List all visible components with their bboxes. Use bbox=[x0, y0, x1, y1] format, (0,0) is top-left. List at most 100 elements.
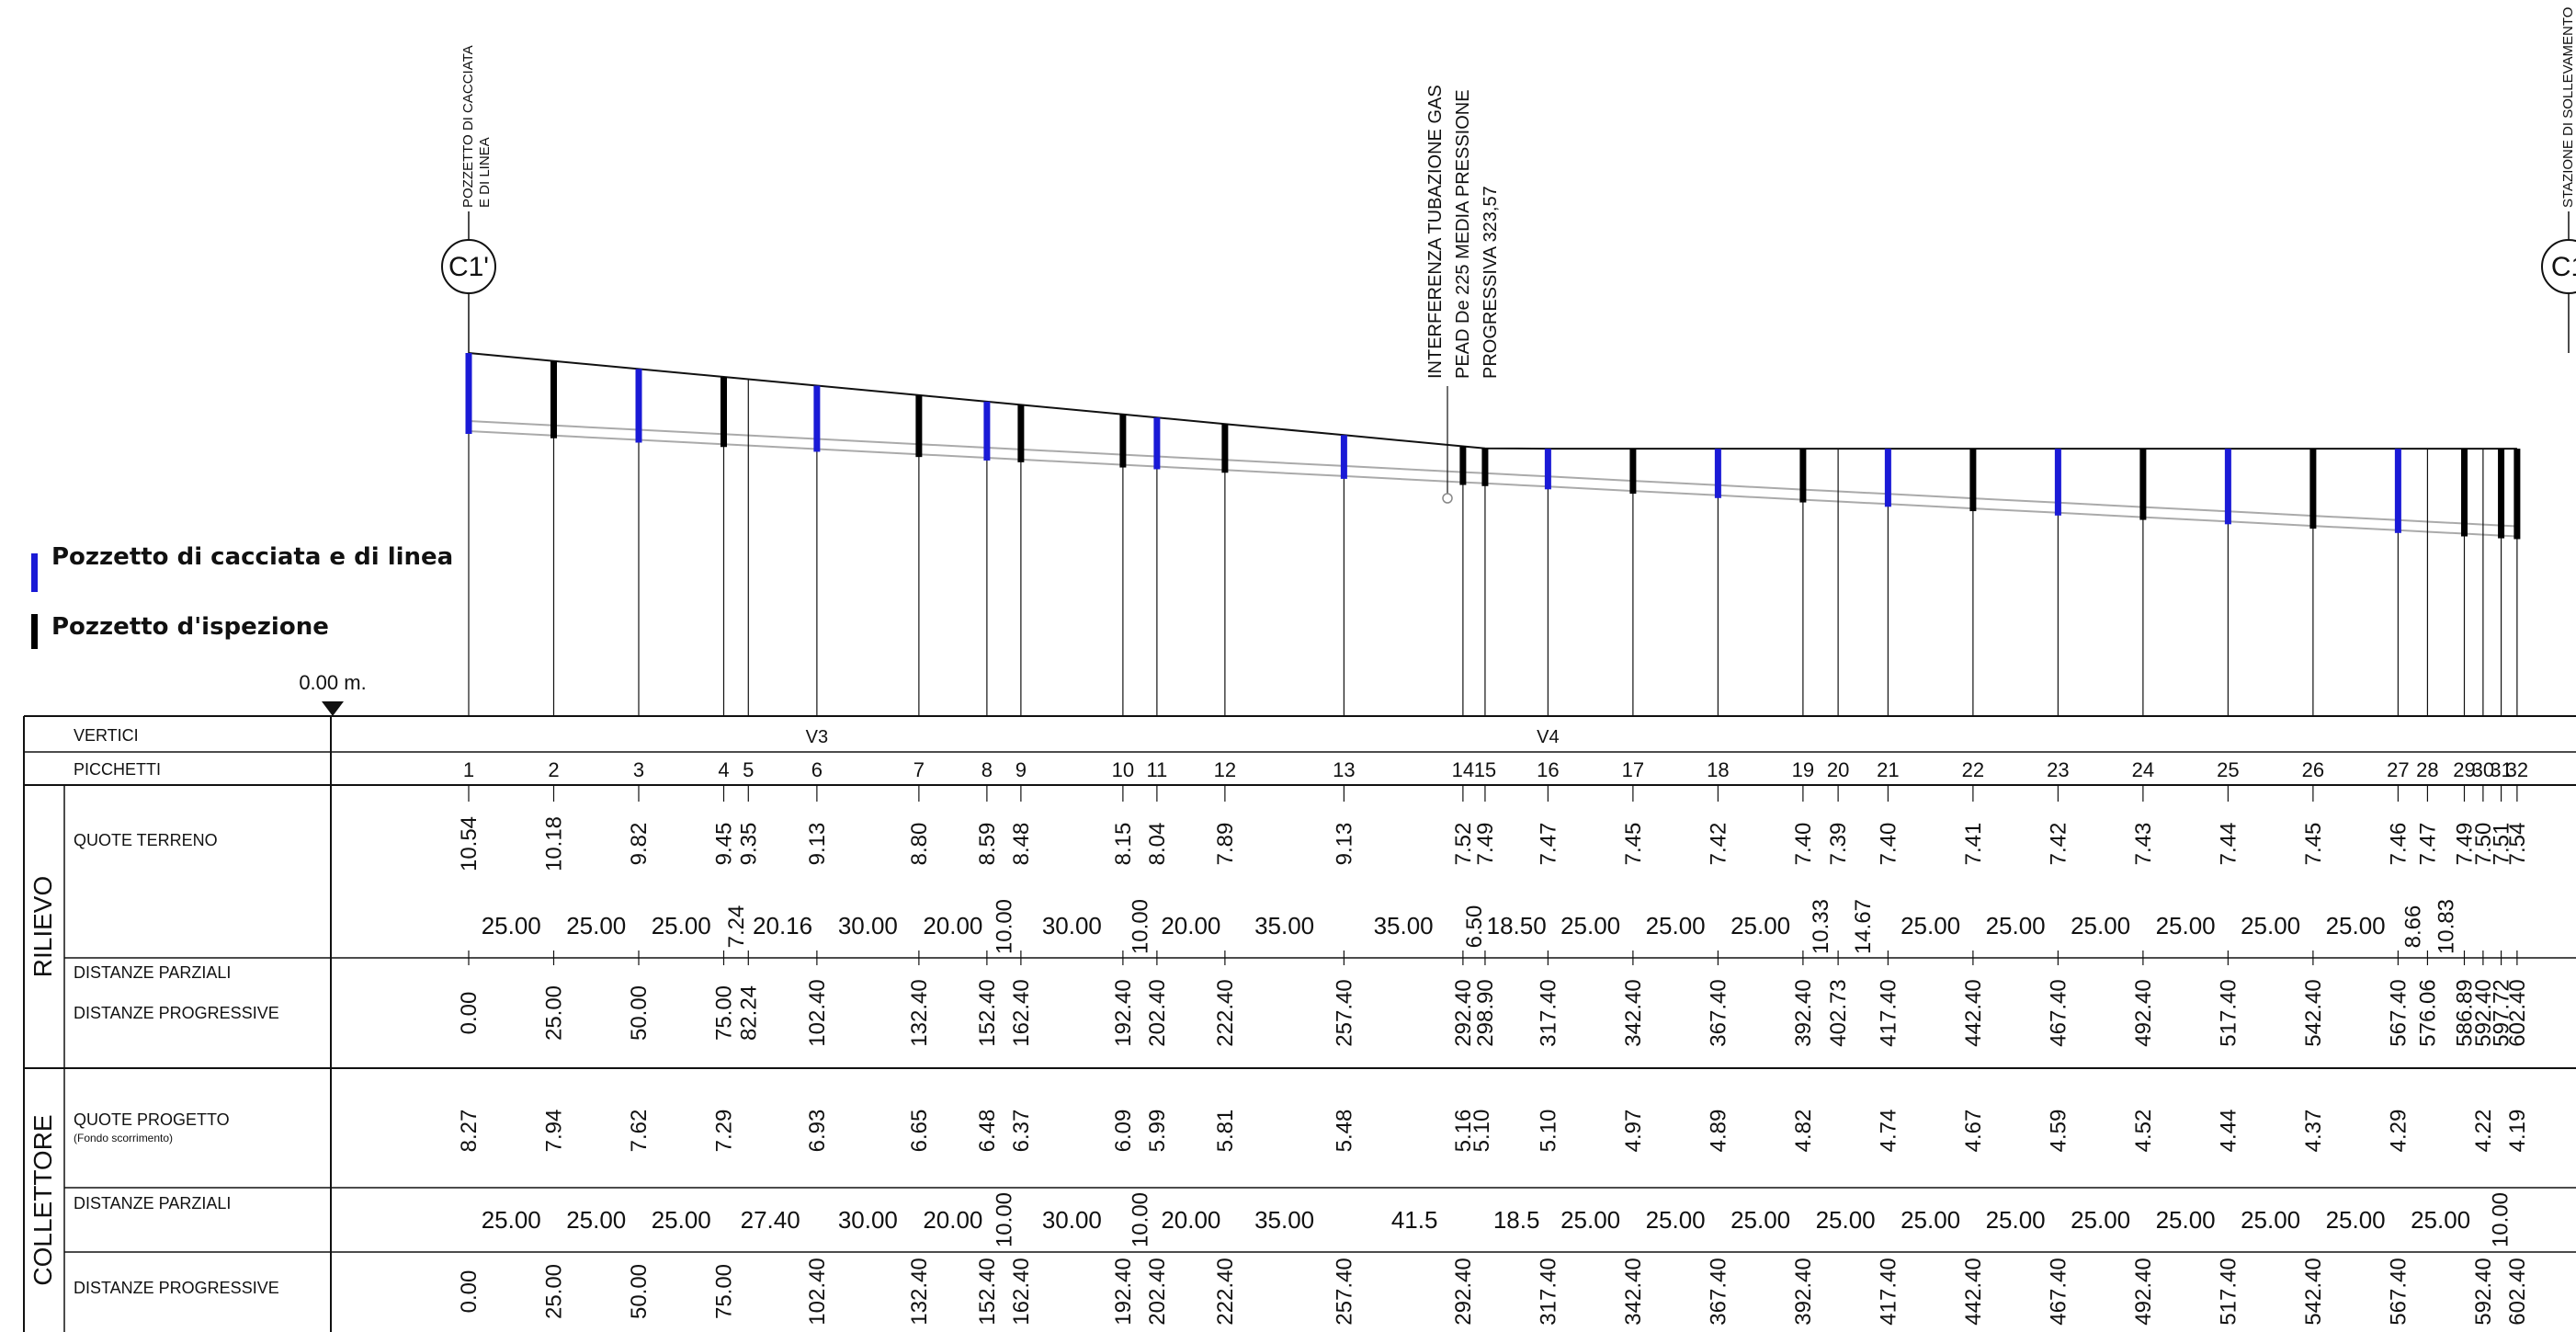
marker-label: C1 bbox=[2551, 252, 2576, 282]
picchetto-label: 20 bbox=[1827, 758, 1849, 781]
quota-progetto-value: 4.44 bbox=[2216, 1110, 2241, 1153]
quota-terreno-value: 7.44 bbox=[2216, 823, 2241, 866]
progressiva-rilievo-value: 567.40 bbox=[2386, 979, 2411, 1046]
datum-label: 0.00 m. bbox=[299, 671, 366, 694]
parziale-collettore-value: 20.00 bbox=[1161, 1206, 1220, 1234]
manhole-ispezione-icon bbox=[550, 360, 557, 438]
manhole-ispezione-icon bbox=[1119, 414, 1127, 468]
parziale-rilievo-value: 25.00 bbox=[2071, 912, 2130, 939]
parziale-rilievo-value: 20.16 bbox=[753, 912, 812, 939]
manhole-cacciata-icon bbox=[1340, 435, 1347, 479]
quota-progetto-value: 5.16 bbox=[1451, 1110, 1476, 1153]
progressiva-rilievo-value: 317.40 bbox=[1536, 979, 1560, 1046]
quota-terreno-value: 7.43 bbox=[2131, 823, 2156, 866]
parziale-collettore-value: 25.00 bbox=[1731, 1206, 1790, 1234]
parziale-rilievo-value: 25.00 bbox=[1731, 912, 1790, 939]
parziale-rilievo-value: 10.33 bbox=[1809, 899, 1833, 954]
quota-progetto-value: 6.37 bbox=[1009, 1110, 1034, 1153]
progressiva-collettore-value: 132.40 bbox=[907, 1258, 932, 1325]
parziale-collettore-value: 25.00 bbox=[2071, 1206, 2130, 1234]
row-label-distanze-parziali: DISTANZE PARZIALI bbox=[74, 963, 231, 982]
quota-terreno-value: 8.59 bbox=[975, 823, 1000, 866]
parziale-rilievo-value: 25.00 bbox=[1986, 912, 2046, 939]
quota-terreno-value: 7.46 bbox=[2386, 823, 2411, 866]
picchetto-label: 19 bbox=[1792, 758, 1814, 781]
blue-manhole-swatch-icon bbox=[31, 553, 38, 592]
quota-progetto-value: 7.94 bbox=[542, 1110, 567, 1153]
parziale-collettore-value: 27.40 bbox=[741, 1206, 800, 1234]
progressiva-rilievo-value: 102.40 bbox=[805, 979, 830, 1046]
picchetto-label: 23 bbox=[2047, 758, 2069, 781]
quota-terreno-value: 9.13 bbox=[1332, 823, 1356, 866]
parziale-collettore-value: 30.00 bbox=[838, 1206, 898, 1234]
progressiva-collettore-value: 257.40 bbox=[1332, 1258, 1356, 1325]
quota-progetto-value: 4.67 bbox=[1961, 1110, 1986, 1153]
manhole-ispezione-icon bbox=[1017, 404, 1025, 462]
datum-triangle-icon bbox=[322, 701, 344, 716]
manhole-ispezione-icon bbox=[2139, 449, 2147, 520]
quota-terreno-value: 7.52 bbox=[1451, 823, 1476, 866]
progressiva-collettore-value: 75.00 bbox=[712, 1264, 737, 1319]
marker-note-text: POZZETTO DI CACCIATA bbox=[460, 45, 476, 208]
marker-note-text: E DI LINEA bbox=[477, 137, 493, 208]
progressiva-collettore-value: 102.40 bbox=[805, 1258, 830, 1325]
quota-progetto-value: 4.59 bbox=[2046, 1110, 2071, 1153]
progressiva-rilievo-value: 586.89 bbox=[2452, 979, 2477, 1046]
quota-terreno-value: 7.89 bbox=[1213, 823, 1238, 866]
quota-progetto-value: 5.10 bbox=[1470, 1110, 1494, 1153]
picchetto-label: 3 bbox=[633, 758, 644, 781]
vertice-label: V4 bbox=[1537, 727, 1559, 747]
parziale-rilievo-value: 35.00 bbox=[1374, 912, 1434, 939]
progressiva-collettore-value: 392.40 bbox=[1791, 1258, 1816, 1325]
progressiva-rilievo-value: 25.00 bbox=[542, 985, 567, 1041]
quota-terreno-value: 7.42 bbox=[1706, 823, 1731, 866]
progressiva-collettore-value: 0.00 bbox=[457, 1270, 482, 1314]
picchetto-label: 17 bbox=[1622, 758, 1644, 781]
row-label-distanze-progressive: DISTANZE PROGRESSIVE bbox=[74, 1004, 279, 1022]
quota-terreno-value: 7.51 bbox=[2490, 823, 2514, 866]
picchetto-label: 25 bbox=[2217, 758, 2239, 781]
picchetto-label: 28 bbox=[2416, 758, 2438, 781]
picchetto-label: 22 bbox=[1962, 758, 1984, 781]
progressiva-rilievo-value: 592.40 bbox=[2471, 979, 2496, 1046]
progressiva-collettore-value: 592.40 bbox=[2471, 1258, 2496, 1325]
manhole-cacciata-icon bbox=[1714, 449, 1721, 498]
progressiva-rilievo-value: 132.40 bbox=[907, 979, 932, 1046]
parziale-rilievo-value: 10.83 bbox=[2434, 899, 2458, 954]
quota-progetto-value: 4.52 bbox=[2131, 1110, 2156, 1153]
parziale-rilievo-value: 30.00 bbox=[838, 912, 898, 939]
progressiva-rilievo-value: 162.40 bbox=[1009, 979, 1034, 1046]
interference-note-text: INTERFERENZA TUBAZIONE GAS bbox=[1425, 85, 1446, 379]
picchetto-label: 14 bbox=[1452, 758, 1474, 781]
progressiva-collettore-value: 542.40 bbox=[2301, 1258, 2326, 1325]
manhole-cacciata-icon bbox=[2394, 449, 2401, 533]
progressiva-collettore-value: 25.00 bbox=[542, 1264, 567, 1319]
progressiva-rilievo-value: 0.00 bbox=[457, 992, 482, 1035]
progressiva-rilievo-value: 442.40 bbox=[1961, 979, 1986, 1046]
manhole-cacciata-icon bbox=[1153, 417, 1161, 470]
parziale-collettore-value: 25.00 bbox=[2156, 1206, 2216, 1234]
quota-terreno-value: 7.54 bbox=[2505, 823, 2530, 866]
interference-note-text: PROGRESSIVA 323,57 bbox=[1481, 186, 1501, 379]
legend-label-cacciata: Pozzetto di cacciata e di linea bbox=[51, 543, 454, 571]
picchetto-label: 27 bbox=[2387, 758, 2409, 781]
parziale-collettore-value: 25.00 bbox=[2411, 1206, 2470, 1234]
progressiva-rilievo-value: 152.40 bbox=[975, 979, 1000, 1046]
quota-terreno-value: 7.50 bbox=[2471, 823, 2496, 866]
quota-progetto-value: 4.29 bbox=[2386, 1110, 2411, 1153]
picchetto-label: 12 bbox=[1214, 758, 1236, 781]
quota-progetto-value: 4.74 bbox=[1876, 1110, 1901, 1153]
quota-progetto-value: 6.09 bbox=[1111, 1110, 1136, 1153]
quota-terreno-value: 9.82 bbox=[627, 823, 652, 866]
legend-label-ispezione: Pozzetto d'ispezione bbox=[51, 613, 329, 641]
picchetto-label: 11 bbox=[1146, 758, 1167, 781]
progressiva-collettore-value: 317.40 bbox=[1536, 1258, 1560, 1325]
parziale-collettore-value: 25.00 bbox=[1646, 1206, 1706, 1234]
quota-progetto-value: 4.19 bbox=[2505, 1110, 2530, 1153]
progressiva-rilievo-value: 602.40 bbox=[2505, 979, 2530, 1046]
manhole-ispezione-icon bbox=[721, 377, 727, 448]
ground-profile-line bbox=[468, 352, 2517, 450]
progressiva-collettore-value: 442.40 bbox=[1961, 1258, 1986, 1325]
parziale-rilievo-value: 30.00 bbox=[1042, 912, 1102, 939]
